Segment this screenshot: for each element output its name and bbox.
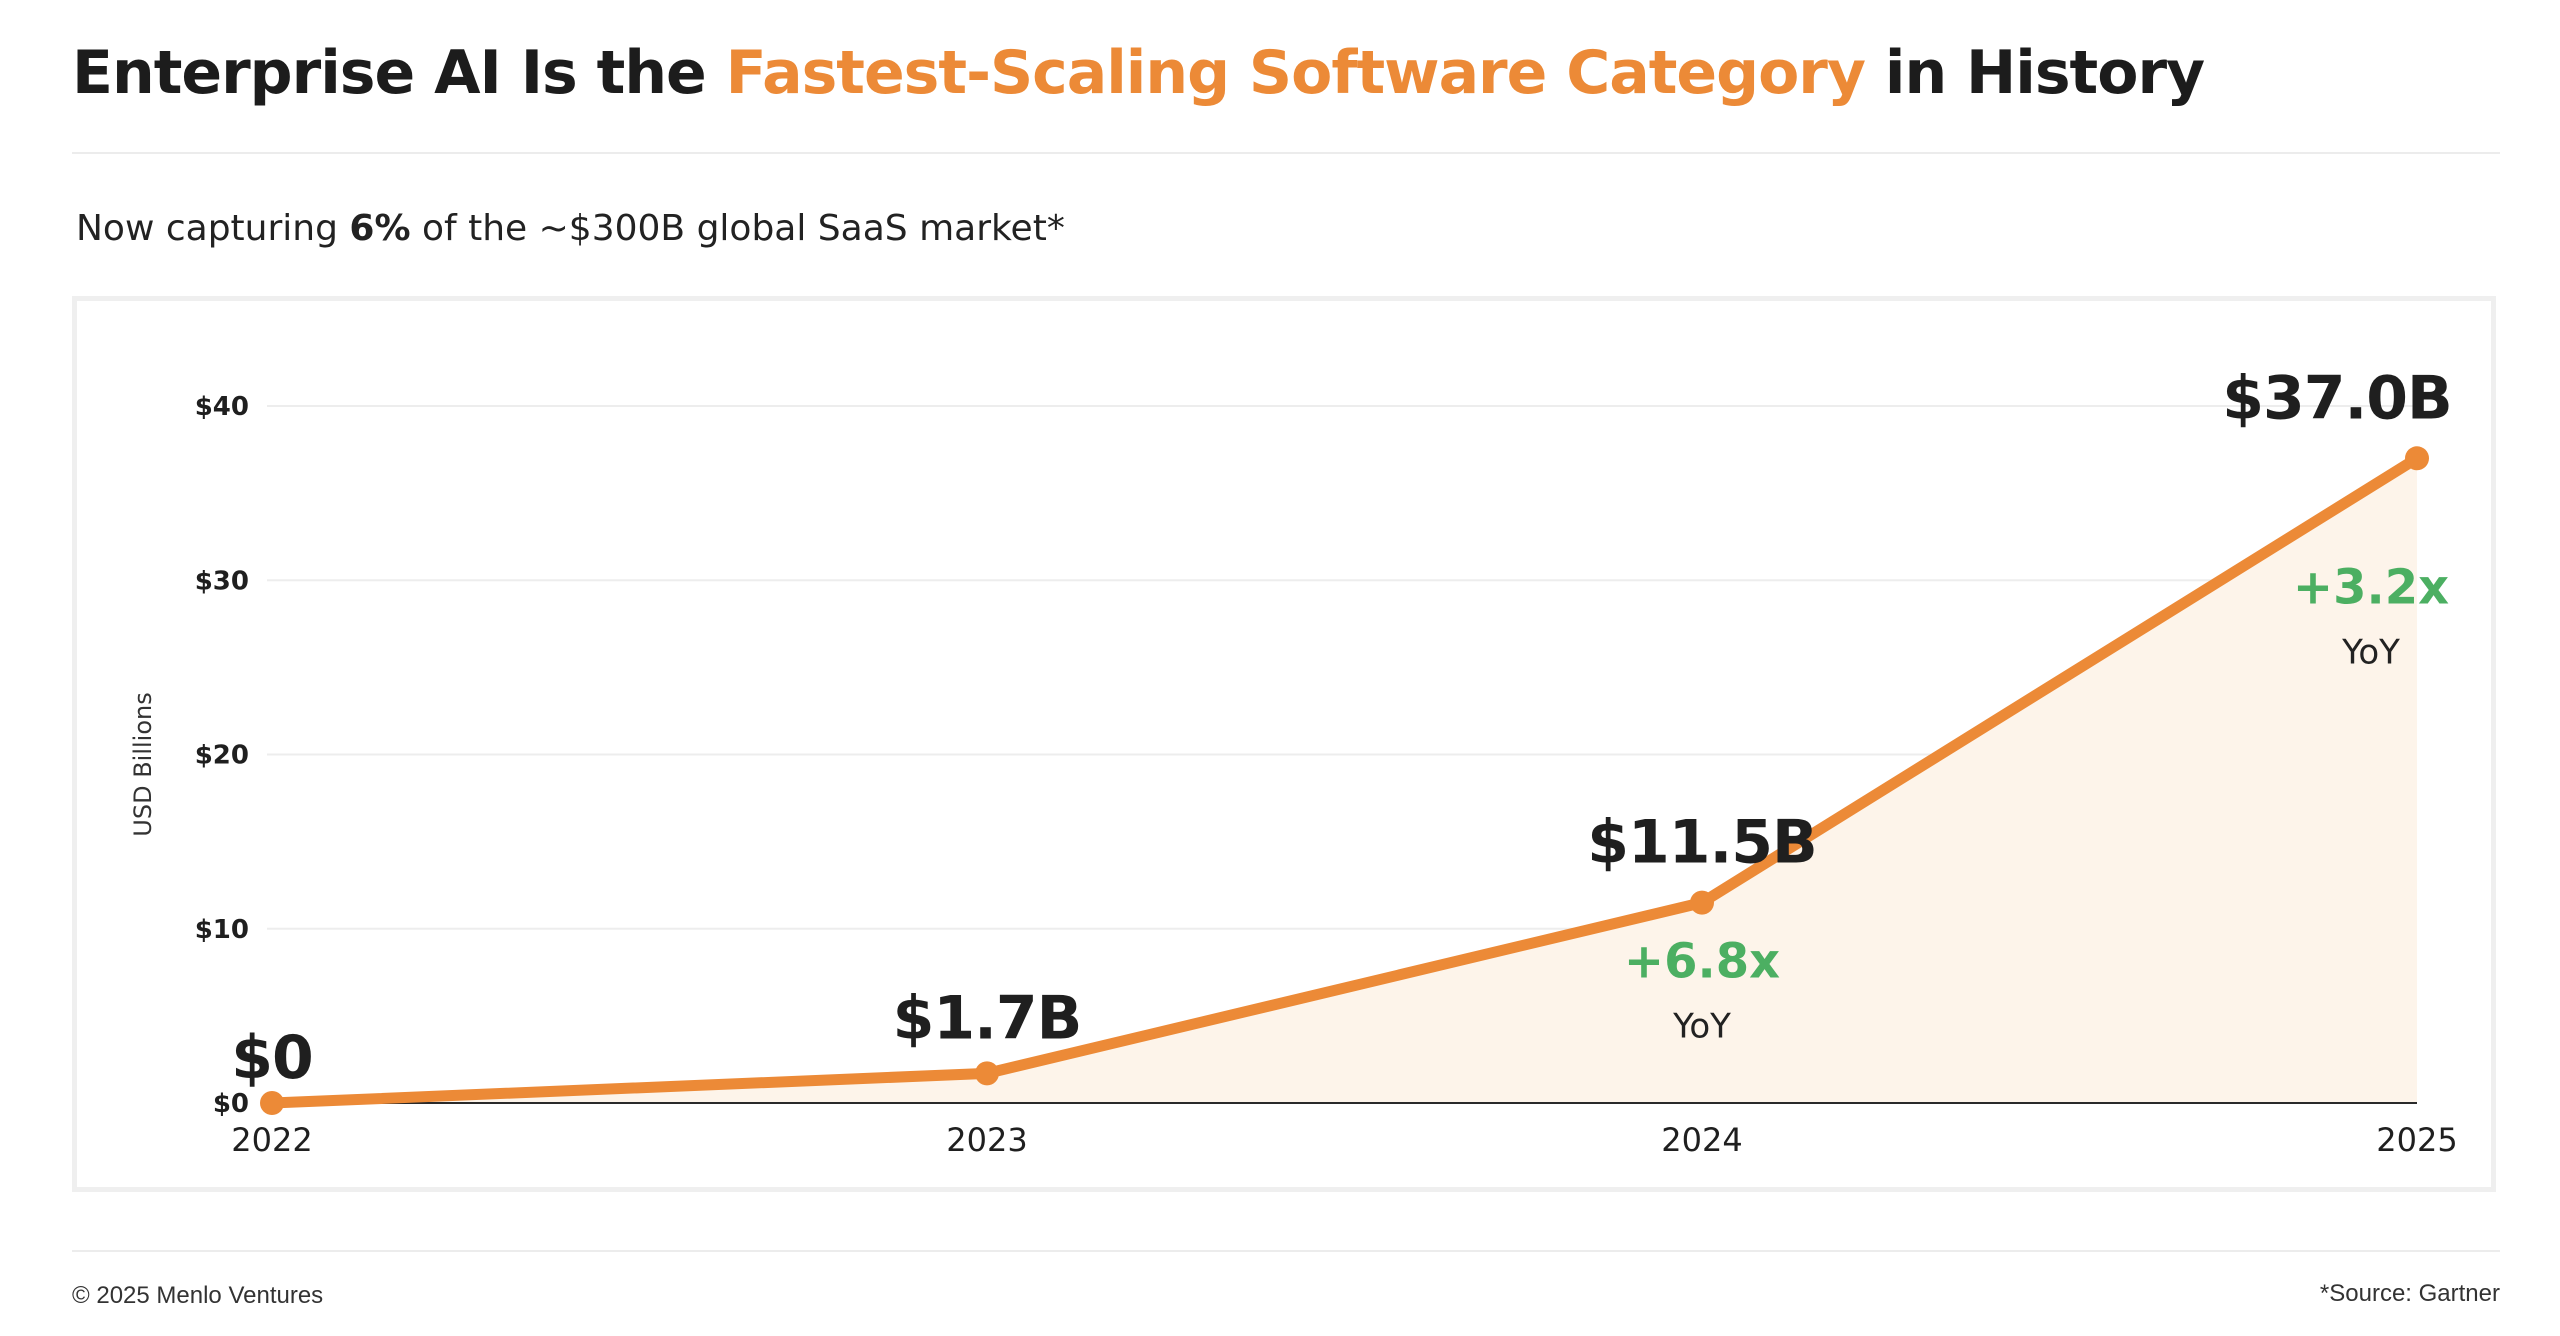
copyright: © 2025 Menlo Ventures — [72, 1282, 324, 1309]
title-suffix: in History — [1865, 38, 2205, 108]
data-label: $37.0B — [2222, 363, 2452, 433]
chart-frame: $0 $10 $20 $30 $40 USD Billions 2022 2023 2024 20… — [72, 296, 2496, 1192]
x-tick-label: 2025 — [2376, 1121, 2457, 1159]
data-point — [2405, 446, 2429, 471]
data-point — [975, 1061, 999, 1086]
y-tick-label: $0 — [213, 1089, 249, 1119]
y-tick-label: $40 — [195, 392, 249, 422]
subtitle-prefix: Now capturing — [76, 208, 350, 249]
subtitle-bold: 6% — [349, 208, 411, 249]
x-tick-label: 2023 — [946, 1121, 1027, 1159]
y-tick-label: $10 — [195, 915, 249, 945]
y-tick-label: $20 — [195, 741, 249, 771]
data-label: $0 — [231, 1023, 313, 1093]
data-label: $11.5B — [1587, 808, 1817, 878]
title-divider — [72, 152, 2500, 154]
area-fill — [272, 458, 2417, 1103]
growth-unit-label: YoY — [1672, 1007, 1731, 1047]
growth-unit-label: YoY — [2341, 632, 2400, 672]
data-label: $1.7B — [893, 983, 1082, 1053]
footer-divider — [72, 1250, 2500, 1252]
x-tick-label: 2024 — [1661, 1121, 1742, 1159]
chart-svg: $0 $10 $20 $30 $40 USD Billions 2022 2023 2024 20… — [129, 363, 2458, 1159]
y-tick-label: $30 — [195, 566, 249, 596]
series-line — [266, 452, 2423, 1109]
data-point — [1690, 890, 1714, 915]
data-point — [260, 1091, 284, 1115]
growth-multiplier-label: +6.8x — [1624, 934, 1780, 990]
subtitle-suffix: of the ~$300B global SaaS market* — [410, 208, 1065, 249]
title-prefix: Enterprise AI Is the — [72, 38, 726, 108]
y-axis-title: USD Billions — [129, 692, 157, 836]
subtitle: Now capturing 6% of the ~$300B global Sa… — [76, 208, 1065, 249]
x-tick-label: 2022 — [231, 1121, 312, 1159]
source-note: *Source: Gartner — [2319, 1280, 2500, 1307]
page-title: Enterprise AI Is the Fastest-Scaling Sof… — [72, 38, 2205, 108]
growth-multiplier-label: +3.2x — [2293, 559, 2449, 615]
title-accent: Fastest-Scaling Software Category — [725, 38, 1866, 108]
